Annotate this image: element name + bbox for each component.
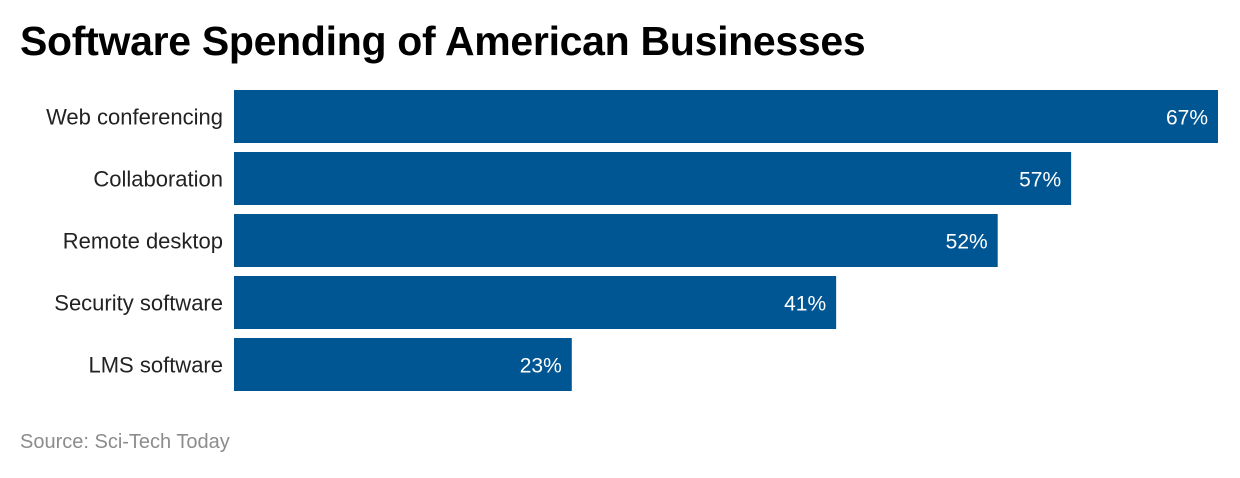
bar-remote-desktop	[234, 214, 998, 267]
category-label: Web conferencing	[46, 105, 223, 130]
value-label: 57%	[1019, 169, 1061, 192]
bar-lms-software	[234, 338, 572, 391]
category-label: Collaboration	[93, 167, 223, 192]
category-label: Security software	[54, 291, 223, 316]
value-label: 41%	[784, 293, 826, 316]
chart-title: Software Spending of American Businesses	[20, 18, 866, 64]
bar-collaboration	[234, 152, 1072, 205]
bar-security-software	[234, 276, 837, 329]
source-note: Source: Sci-Tech Today	[20, 431, 230, 453]
value-label: 23%	[520, 355, 562, 378]
value-label: 67%	[1166, 107, 1208, 130]
value-label: 52%	[946, 231, 988, 254]
category-label: LMS software	[89, 353, 224, 378]
bar-web-conferencing	[234, 90, 1218, 143]
category-label: Remote desktop	[63, 229, 223, 254]
